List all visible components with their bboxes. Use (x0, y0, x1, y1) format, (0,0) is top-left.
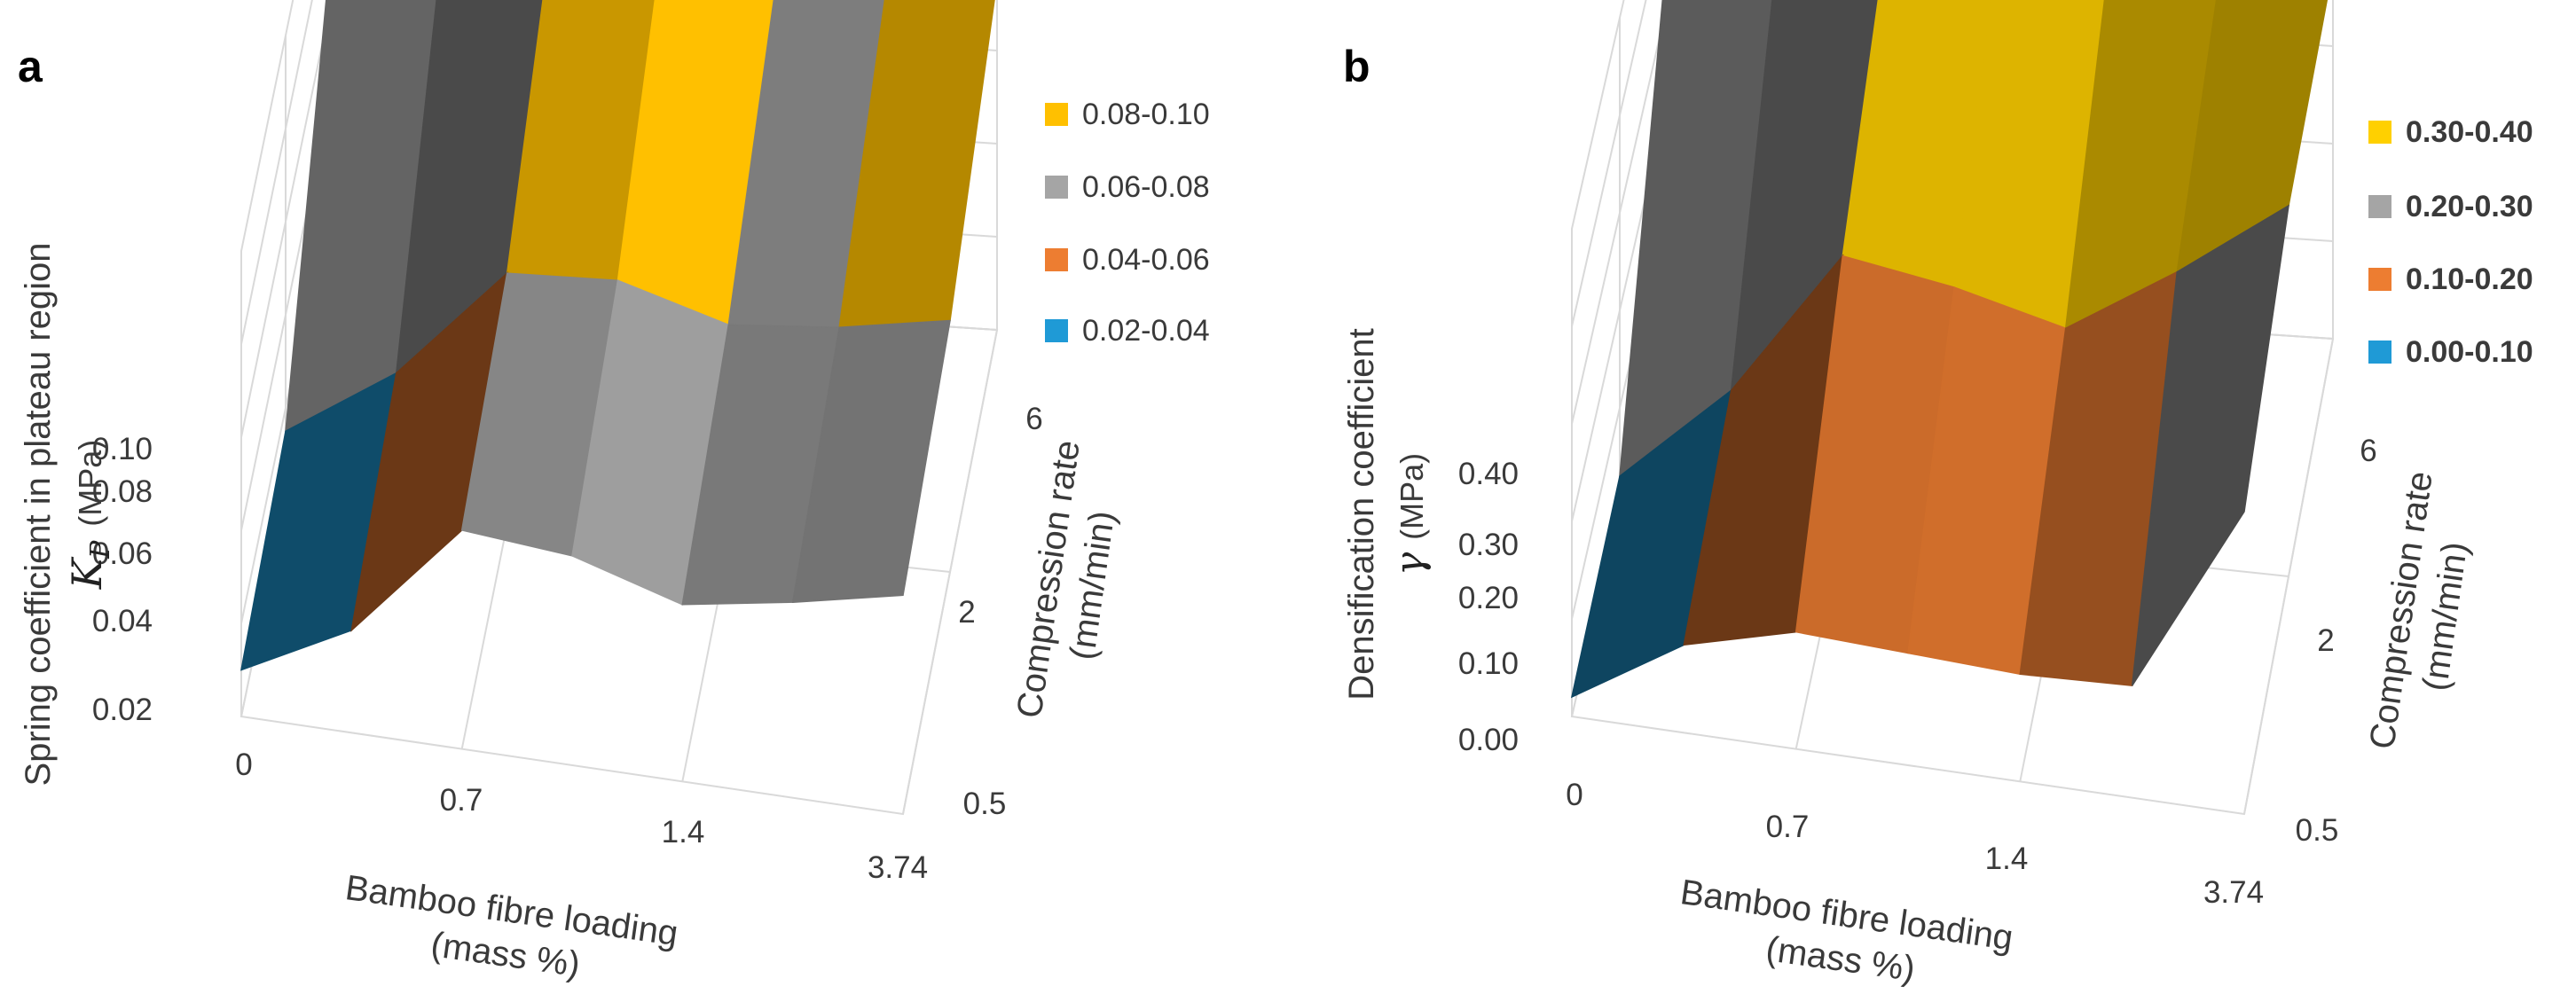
panel-a-ylabel-unit: (MPa) (72, 440, 108, 527)
panel-b-surface (1570, 0, 2329, 699)
panel-a-ytick: 0.02 (92, 693, 153, 727)
panel-b-ytick: 0.20 (1458, 581, 1519, 615)
panel-b-legend-swatch (2368, 341, 2391, 364)
panel-b-ytick: 0.40 (1458, 457, 1519, 491)
panel-a-xtick: 0.7 (440, 783, 483, 818)
panel-b-legend-swatch (2368, 121, 2391, 144)
panel-b-xtick: 1.4 (1985, 842, 2029, 876)
panel-b-ytick: 0.30 (1458, 528, 1519, 562)
panel-a-ztick: 2 (958, 595, 975, 630)
panel-a-legend-label: 0.04-0.06 (1082, 243, 1210, 277)
panel-b-ylabel-unit: (MPa) (1394, 453, 1430, 540)
panel-a-xlabel: Bamboo fibre loading (mass %) (343, 868, 680, 984)
panel-b-ytick: 0.10 (1458, 646, 1519, 681)
panel-a-ztick: 6 (1025, 402, 1042, 436)
panel-b-legend-label: 0.20-0.30 (2406, 190, 2533, 223)
panel-b-legend-swatch (2368, 195, 2391, 218)
panel-b-xtick: 3.74 (2203, 875, 2264, 910)
panel-a-zlabel: Compression rate (mm/min) (1009, 438, 1122, 721)
panel-b-legend: 0.30-0.40 0.20-0.30 0.10-0.20 0.00-0.10 (2368, 115, 2533, 369)
panel-b-label: b (1343, 42, 1370, 91)
panel-a-xtick: 3.74 (868, 850, 928, 885)
panel-b-zlabel: Compression rate (mm/min) (2362, 469, 2475, 752)
panel-a-legend-swatch (1045, 248, 1068, 271)
panel-a-xtick: 1.4 (662, 815, 705, 849)
panel-a-ytick: 0.04 (92, 604, 153, 638)
panel-a-legend-label: 0.08-0.10 (1082, 98, 1210, 131)
panel-a-gridline (240, 0, 313, 345)
panel-a-surface-patch (791, 319, 951, 604)
panel-b-ytick: 0.00 (1458, 723, 1519, 757)
panel-a-legend: 0.08-0.10 0.06-0.08 0.04-0.06 0.02-0.04 (1045, 98, 1210, 348)
panel-a-ztick: 0.5 (963, 787, 1007, 821)
panel-b-ylabel-line2: γ (MPa) (1387, 453, 1433, 575)
panel-a-legend-swatch (1045, 176, 1068, 199)
panel-b-legend-label: 0.10-0.20 (2406, 262, 2533, 296)
panel-a: a 0.10 0.08 0.06 0.04 0.02 0 0.7 1.4 3.7… (18, 0, 1210, 984)
panel-a-ylabel-line2: KP (MPa) (63, 440, 116, 591)
panel-b-ylabel-line1: Densification coefficient (1342, 328, 1381, 701)
panel-a-ytick: 0.08 (92, 474, 153, 509)
panel-b: b 0.40 0.30 0.20 0.10 0.00 0 0.7 1.4 3.7… (1342, 0, 2533, 989)
panel-a-ylabel-line1: Spring coefficient in plateau region (19, 242, 58, 786)
panel-b-ztick: 0.5 (2296, 813, 2339, 848)
panel-a-label: a (18, 42, 43, 91)
panel-a-legend-swatch (1045, 319, 1068, 342)
panel-b-ylabel-symbol: γ (1387, 552, 1433, 575)
panel-b-xtick: 0.7 (1766, 810, 1810, 844)
panel-b-ylabel: Densification coefficient γ (MPa) (1342, 328, 1433, 701)
panel-a-ytick: 0.10 (92, 432, 153, 466)
panel-a-ylabel: Spring coefficient in plateau region KP (… (19, 242, 116, 786)
panel-b-legend-swatch (2368, 268, 2391, 291)
panel-b-xtick: 0 (1566, 778, 1583, 812)
panel-a-ylabel-symbol: K (63, 556, 111, 590)
panel-b-gridline (1571, 0, 1647, 327)
panel-b-xlabel: Bamboo fibre loading (mass %) (1678, 873, 2015, 989)
panel-b-legend-label: 0.00-0.10 (2406, 335, 2533, 369)
panel-a-ylabel-subscript: P (85, 540, 116, 560)
panel-a-legend-label: 0.06-0.08 (1082, 170, 1210, 204)
panel-b-ztick: 6 (2360, 434, 2376, 468)
panel-a-xtick: 0 (235, 748, 252, 782)
panel-a-ytick: 0.06 (92, 536, 153, 571)
panel-b-ztick: 2 (2317, 623, 2334, 658)
panel-a-legend-label: 0.02-0.04 (1082, 314, 1210, 348)
panel-b-surface-patch (2131, 204, 2289, 686)
panel-a-legend-swatch (1045, 103, 1068, 126)
panel-a-surface (240, 0, 995, 671)
panel-b-legend-label: 0.30-0.40 (2406, 115, 2533, 149)
